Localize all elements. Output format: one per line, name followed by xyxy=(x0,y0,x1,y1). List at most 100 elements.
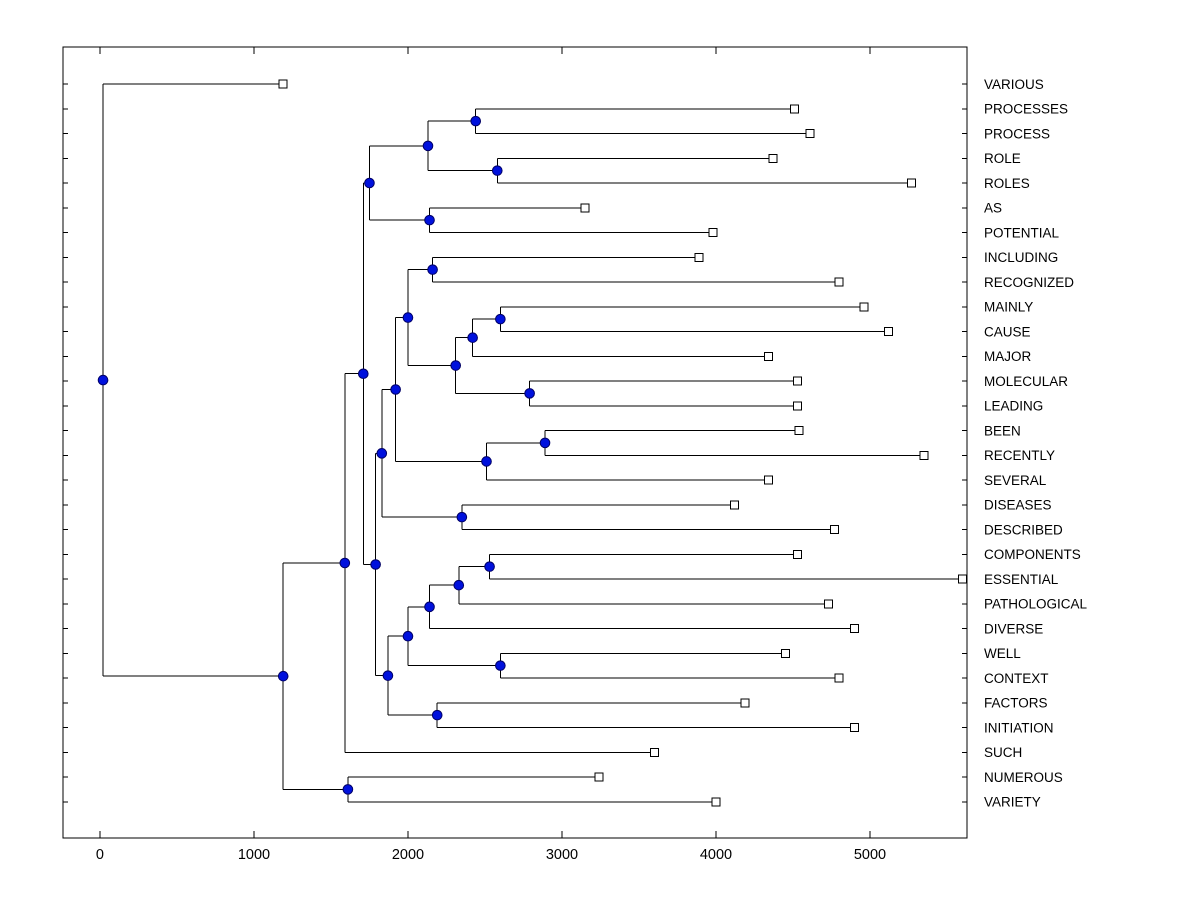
branch-node-marker xyxy=(364,177,375,189)
leaf-marker xyxy=(763,351,773,361)
branch-node-marker xyxy=(402,630,414,642)
leaf-label: WELL xyxy=(984,646,1021,661)
leaf-marker xyxy=(580,203,590,213)
leaf-label: INCLUDING xyxy=(984,250,1058,265)
leaf-label: INITIATION xyxy=(984,720,1054,735)
branch-node-marker xyxy=(427,264,438,275)
x-tick-label: 3000 xyxy=(546,847,578,863)
leaf-marker xyxy=(850,723,860,732)
leaf-marker xyxy=(649,747,659,757)
branch-node-marker xyxy=(402,312,414,323)
branch-node-marker xyxy=(422,140,434,152)
leaf-marker xyxy=(830,525,840,534)
plot-border xyxy=(62,46,968,839)
branch-node-marker xyxy=(484,561,495,572)
branch-node-marker xyxy=(97,374,109,386)
leaf-marker xyxy=(919,450,929,460)
branch-node-marker xyxy=(358,368,369,380)
branch-node-marker xyxy=(524,388,535,399)
branch-node-marker xyxy=(491,165,503,176)
leaf-label: ESSENTIAL xyxy=(984,572,1059,587)
leaf-label: LEADING xyxy=(984,399,1043,414)
leaf-marker xyxy=(859,302,869,312)
leaf-label: PROCESS xyxy=(984,126,1050,141)
leaf-label: MAINLY xyxy=(984,300,1033,315)
leaf-marker xyxy=(823,599,833,609)
leaf-label: SUCH xyxy=(984,745,1022,760)
leaf-label: FACTORS xyxy=(984,696,1048,711)
branch-node-marker xyxy=(424,601,435,613)
leaf-marker xyxy=(883,327,893,336)
leaf-marker xyxy=(793,401,803,411)
leaf-label: RECENTLY xyxy=(984,448,1055,463)
leaf-label: MAJOR xyxy=(984,349,1032,364)
leaf-marker xyxy=(834,277,844,287)
branch-node-marker xyxy=(539,437,551,449)
tree-markers xyxy=(97,79,967,807)
leaf-label: COMPONENTS xyxy=(984,547,1081,562)
leaf-label: DIVERSE xyxy=(984,621,1043,636)
leaf-marker xyxy=(907,178,917,188)
leaf-marker xyxy=(793,549,803,559)
leaf-marker xyxy=(780,648,790,658)
leaf-marker xyxy=(278,79,288,89)
leaf-marker xyxy=(763,475,773,485)
leaf-marker xyxy=(594,772,604,782)
x-tick-label: 2000 xyxy=(392,847,424,863)
leaf-label: MOLECULAR xyxy=(984,374,1068,389)
branch-node-marker xyxy=(453,579,465,591)
leaf-marker xyxy=(850,624,860,633)
leaf-marker xyxy=(708,228,718,237)
leaf-marker xyxy=(957,574,967,584)
leaf-label: SEVERAL xyxy=(984,473,1047,488)
branch-node-marker xyxy=(481,456,492,467)
leaf-marker xyxy=(790,104,800,114)
leaf-label: VARIOUS xyxy=(984,77,1044,92)
leaf-marker xyxy=(729,500,739,510)
leaf-marker xyxy=(794,426,804,435)
leaf-label: PROCESSES xyxy=(984,102,1068,117)
branch-node-marker xyxy=(277,670,289,682)
branch-node-marker xyxy=(495,313,506,325)
leaf-label: ROLE xyxy=(984,151,1021,166)
leaf-label: POTENTIAL xyxy=(984,225,1060,240)
tree-branches xyxy=(102,83,963,803)
branch-node-marker xyxy=(495,660,506,671)
leaf-label: DISEASES xyxy=(984,498,1052,513)
x-tick-label: 4000 xyxy=(700,847,732,863)
leaf-label: ROLES xyxy=(984,176,1030,191)
x-tick-label: 0 xyxy=(96,847,104,863)
branch-node-marker xyxy=(376,448,388,459)
x-tick-label: 1000 xyxy=(238,847,270,863)
leaf-marker xyxy=(740,698,750,708)
axis-ticks xyxy=(62,46,968,839)
branch-node-marker xyxy=(370,559,381,570)
leaf-label: PATHOLOGICAL xyxy=(984,597,1088,612)
leaf-label: RECOGNIZED xyxy=(984,275,1074,290)
branch-node-marker xyxy=(456,511,468,523)
leaf-marker xyxy=(694,252,704,262)
leaf-label: VARIETY xyxy=(984,795,1041,810)
branch-node-marker xyxy=(382,670,394,681)
branch-node-marker xyxy=(450,360,462,371)
branch-node-marker xyxy=(339,557,351,569)
leaf-marker xyxy=(711,797,721,807)
leaf-label: DESCRIBED xyxy=(984,522,1063,537)
leaf-label: AS xyxy=(984,201,1002,216)
x-tick-label: 5000 xyxy=(854,847,886,863)
leaf-label: CONTEXT xyxy=(984,671,1049,686)
branch-node-marker xyxy=(390,384,401,395)
leaf-label: CAUSE xyxy=(984,324,1031,339)
leaf-marker xyxy=(834,673,844,683)
branch-node-marker xyxy=(424,214,435,226)
leaf-marker xyxy=(805,129,815,138)
leaf-label: BEEN xyxy=(984,423,1021,438)
branch-node-marker xyxy=(467,332,478,343)
leaf-marker xyxy=(768,153,778,163)
branch-node-marker xyxy=(342,784,354,795)
labels: 0 1000 2000 3000 4000 5000 VARIOUS PROCESSES PRO… xyxy=(96,77,1088,863)
branch-node-marker xyxy=(431,709,443,721)
